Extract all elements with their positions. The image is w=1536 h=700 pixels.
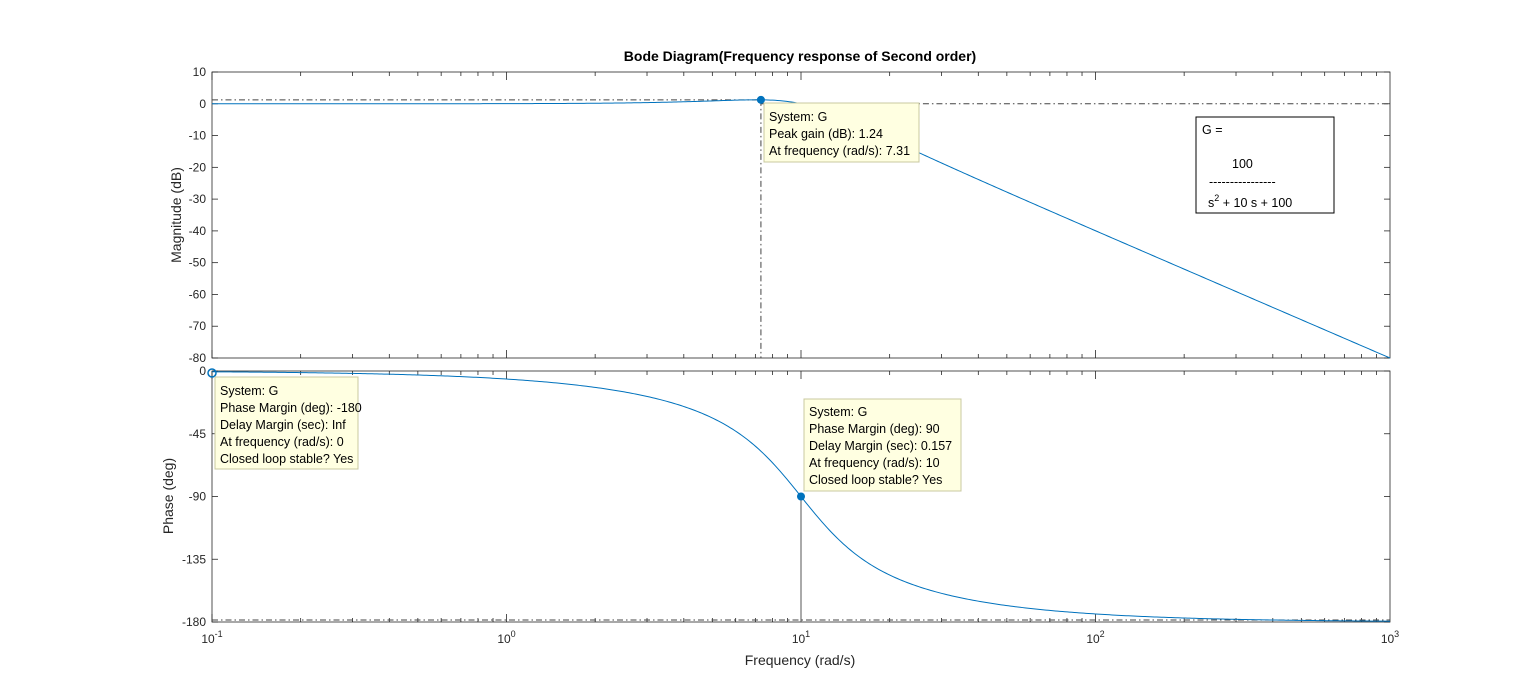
phase-y-axis-label: Phase (deg)	[160, 458, 176, 534]
x-tick-label: 101	[792, 629, 810, 646]
datatip-line: At frequency (rad/s): 7.31	[769, 144, 910, 158]
datatip-line: Delay Margin (sec): 0.157	[809, 439, 952, 453]
phase-y-tick-label: 0	[199, 364, 206, 378]
magnitude-tick-group: 100-10-20-30-40-50-60-70-80	[189, 65, 1390, 365]
datatip-line: Closed loop stable? Yes	[220, 452, 353, 466]
x-tick-label: 102	[1086, 629, 1104, 646]
x-tick-label-exponent: 0	[511, 629, 516, 639]
magnitude-y-tick-label: -40	[189, 224, 207, 238]
x-tick-label-base: 10	[1381, 632, 1395, 646]
datatip-line: At frequency (rad/s): 0	[220, 435, 344, 449]
x-tick-label: 100	[497, 629, 515, 646]
datatip-line: Peak gain (dB): 1.24	[769, 127, 883, 141]
peak-gain-datatip[interactable]: System: G Peak gain (dB): 1.24 At freque…	[763, 102, 920, 163]
magnitude-y-tick-label: 0	[199, 97, 206, 111]
annotation-denominator: s2 + 10 s + 100	[1208, 193, 1292, 210]
phase-margin-marker	[797, 492, 805, 501]
phase-y-tick-label: -90	[189, 490, 207, 504]
phase-margin-datatip-crossover[interactable]: System: G Phase Margin (deg): 90 Delay M…	[803, 398, 962, 492]
x-tick-label-base: 10	[792, 632, 806, 646]
magnitude-y-tick-label: -20	[189, 160, 207, 174]
x-tick-label-base: 10	[201, 632, 215, 646]
datatip-box	[214, 376, 359, 470]
annotation-box	[1195, 116, 1335, 214]
phase-marker-group	[207, 368, 805, 501]
phase-reference-lines	[212, 496, 1390, 622]
phase-y-tick-label: -180	[182, 615, 206, 629]
x-tick-label-group: 10-1 100 101 102 103	[201, 629, 1399, 646]
phase-y-tick-label: -135	[182, 552, 206, 566]
x-tick-label-exponent: -1	[215, 629, 223, 639]
x-tick-label-exponent: 2	[1100, 629, 1105, 639]
annotation-fraction-bar: ----------------	[1209, 175, 1276, 189]
x-tick-label-exponent: 3	[1394, 629, 1399, 639]
annotation-lhs: G =	[1202, 123, 1223, 137]
x-tick-label: 103	[1381, 629, 1399, 646]
datatip-box	[763, 102, 920, 163]
x-tick-label-exponent: 1	[805, 629, 810, 639]
magnitude-y-axis-label: Magnitude (dB)	[168, 167, 184, 263]
datatip-line: Phase Margin (deg): 90	[809, 422, 940, 436]
denominator-lead: s	[1208, 196, 1214, 210]
annotation-numerator: 100	[1232, 157, 1253, 171]
magnitude-y-tick-label: -30	[189, 192, 207, 206]
phase-margin-datatip-low[interactable]: System: G Phase Margin (deg): -180 Delay…	[214, 376, 362, 470]
datatip-line: Delay Margin (sec): Inf	[220, 418, 346, 432]
datatip-line: Closed loop stable? Yes	[809, 473, 942, 487]
transfer-function-annotation[interactable]: G = 100 ---------------- s2 + 10 s + 100	[1195, 116, 1335, 214]
datatip-line: System: G	[769, 110, 827, 124]
datatip-line: Phase Margin (deg): -180	[220, 401, 362, 415]
magnitude-y-tick-label: -70	[189, 319, 207, 333]
magnitude-y-tick-label: -10	[189, 129, 207, 143]
phase-start-marker	[207, 368, 217, 378]
magnitude-y-tick-label: -80	[189, 351, 207, 365]
magnitude-y-tick-label: -50	[189, 256, 207, 270]
datatip-box	[803, 398, 962, 492]
denominator-exponent: 2	[1214, 193, 1219, 203]
datatip-line: System: G	[220, 384, 278, 398]
phase-tick-group: 0 -45 -90 -135 -180	[182, 364, 1390, 629]
x-tick-label-base: 10	[497, 632, 511, 646]
chart-title: Bode Diagram(Frequency response of Secon…	[624, 48, 976, 64]
magnitude-y-tick-label: -60	[189, 287, 207, 301]
denominator-rest: + 10 s + 100	[1219, 196, 1292, 210]
x-tick-label-base: 10	[1086, 632, 1100, 646]
datatip-line: System: G	[809, 405, 867, 419]
magnitude-y-tick-label: 10	[193, 65, 207, 79]
x-axis-label: Frequency (rad/s)	[745, 652, 855, 668]
peak-gain-marker[interactable]	[756, 95, 765, 104]
phase-axes[interactable]: 0 -45 -90 -135 -180	[182, 364, 1391, 629]
datatip-line: At frequency (rad/s): 10	[809, 456, 940, 470]
phase-y-tick-label: -45	[189, 427, 207, 441]
x-tick-label: 10-1	[201, 629, 222, 646]
